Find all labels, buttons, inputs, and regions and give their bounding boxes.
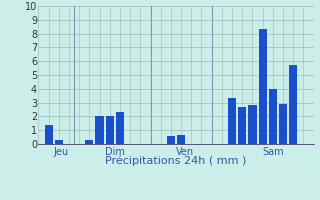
Bar [106, 116, 114, 144]
Text: Sam: Sam [263, 147, 284, 157]
Text: Jeu: Jeu [54, 147, 69, 157]
Bar [95, 116, 104, 144]
Bar [269, 89, 277, 144]
Bar [177, 135, 185, 144]
Bar [55, 140, 63, 144]
Bar [248, 105, 257, 144]
Bar [44, 125, 53, 144]
Bar [228, 98, 236, 144]
Bar [238, 107, 246, 144]
Bar [167, 136, 175, 144]
Bar [259, 29, 267, 144]
Bar [289, 65, 297, 144]
Text: Ven: Ven [176, 147, 194, 157]
Bar [116, 112, 124, 144]
Text: Dim: Dim [105, 147, 124, 157]
Bar [279, 104, 287, 144]
Bar [85, 140, 93, 144]
X-axis label: Précipitations 24h ( mm ): Précipitations 24h ( mm ) [105, 155, 247, 166]
